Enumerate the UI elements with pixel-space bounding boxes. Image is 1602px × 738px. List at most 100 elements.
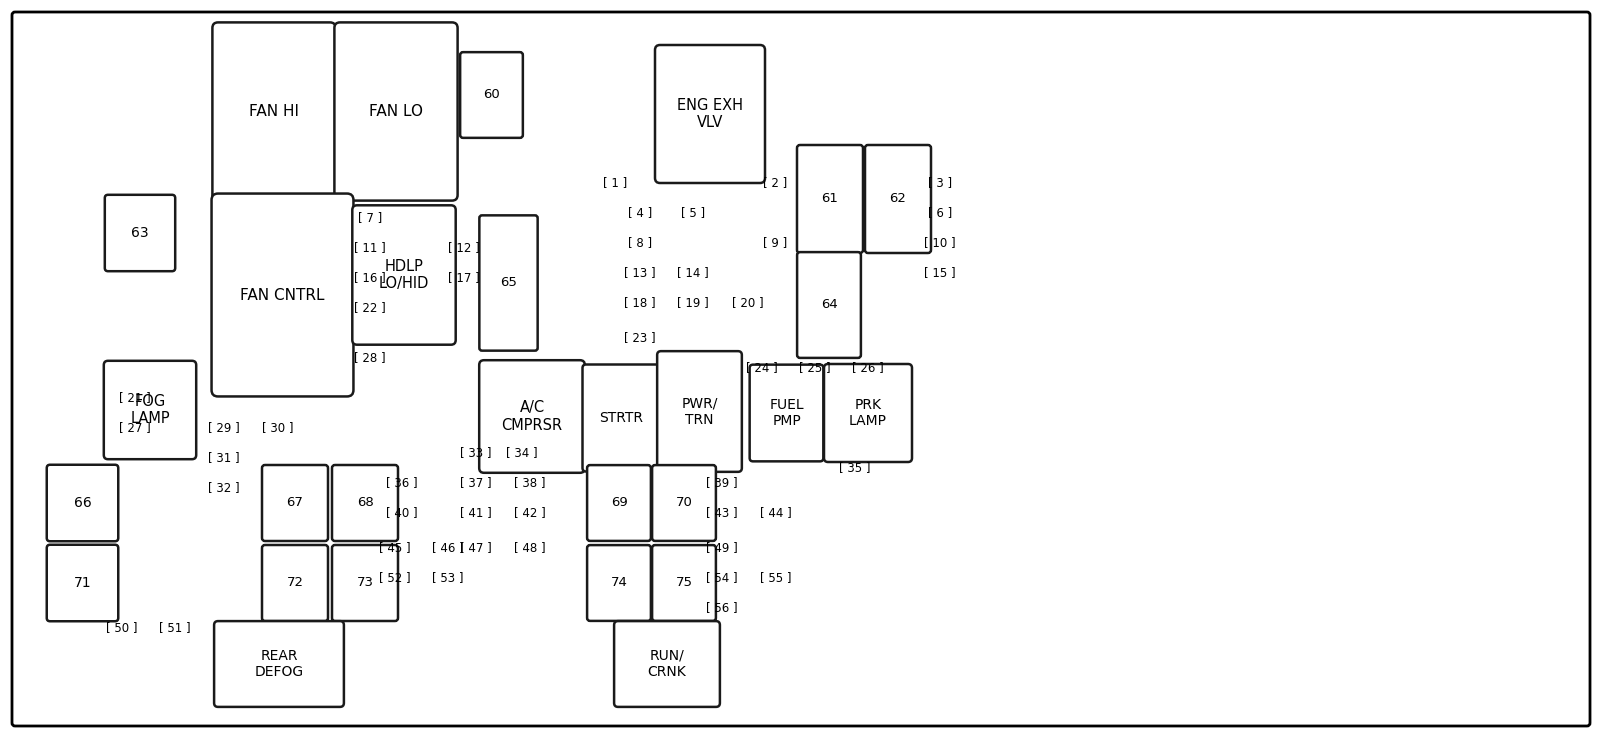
Text: [ 21 ]: [ 21 ] [119, 391, 151, 404]
FancyBboxPatch shape [263, 465, 328, 541]
FancyBboxPatch shape [479, 360, 585, 473]
Text: [ 40 ]: [ 40 ] [386, 506, 418, 520]
Text: [ 47 ]: [ 47 ] [460, 542, 492, 554]
Text: [ 38 ]: [ 38 ] [514, 477, 546, 489]
Text: [ 7 ]: [ 7 ] [357, 212, 383, 224]
Text: [ 36 ]: [ 36 ] [386, 477, 418, 489]
Text: [ 34 ]: [ 34 ] [506, 446, 538, 460]
Text: [ 54 ]: [ 54 ] [706, 571, 739, 584]
Text: [ 25 ]: [ 25 ] [799, 362, 831, 374]
Text: [ 17 ]: [ 17 ] [449, 272, 481, 285]
Text: [ 39 ]: [ 39 ] [706, 477, 739, 489]
Text: [ 16 ]: [ 16 ] [354, 272, 386, 285]
Text: [ 37 ]: [ 37 ] [460, 477, 492, 489]
FancyBboxPatch shape [798, 145, 863, 253]
Text: 69: 69 [610, 497, 628, 509]
Text: 65: 65 [500, 277, 517, 289]
Text: 73: 73 [357, 576, 373, 590]
Text: 72: 72 [287, 576, 303, 590]
Text: 61: 61 [822, 193, 838, 205]
Text: FAN LO: FAN LO [368, 104, 423, 119]
Text: [ 14 ]: [ 14 ] [678, 266, 708, 280]
Text: [ 15 ]: [ 15 ] [924, 266, 956, 280]
Text: [ 20 ]: [ 20 ] [732, 297, 764, 309]
Text: 62: 62 [889, 193, 907, 205]
Text: [ 22 ]: [ 22 ] [354, 302, 386, 314]
FancyBboxPatch shape [614, 621, 719, 707]
Text: PRK
LAMP: PRK LAMP [849, 398, 888, 428]
Text: [ 56 ]: [ 56 ] [706, 601, 739, 615]
Text: [ 35 ]: [ 35 ] [839, 461, 871, 475]
Text: [ 6 ]: [ 6 ] [928, 207, 952, 219]
FancyBboxPatch shape [865, 145, 931, 253]
Text: [ 5 ]: [ 5 ] [681, 207, 705, 219]
Text: [ 9 ]: [ 9 ] [763, 236, 787, 249]
Text: [ 11 ]: [ 11 ] [354, 241, 386, 255]
Text: [ 12 ]: [ 12 ] [449, 241, 481, 255]
Text: [ 19 ]: [ 19 ] [678, 297, 708, 309]
Text: HDLP
LO/HID: HDLP LO/HID [378, 259, 429, 292]
Text: STRTR: STRTR [599, 411, 642, 425]
Text: 70: 70 [676, 497, 692, 509]
FancyBboxPatch shape [211, 193, 354, 396]
Text: [ 31 ]: [ 31 ] [208, 452, 240, 464]
Text: A/C
CMPRSR: A/C CMPRSR [501, 400, 562, 432]
Text: RUN/
CRNK: RUN/ CRNK [647, 649, 686, 679]
FancyBboxPatch shape [215, 621, 344, 707]
Text: 71: 71 [74, 576, 91, 590]
Text: [ 53 ]: [ 53 ] [433, 571, 463, 584]
FancyBboxPatch shape [652, 545, 716, 621]
FancyBboxPatch shape [104, 361, 195, 459]
Text: 75: 75 [676, 576, 692, 590]
Text: [ 49 ]: [ 49 ] [706, 542, 739, 554]
Text: [ 2 ]: [ 2 ] [763, 176, 787, 190]
Text: [ 26 ]: [ 26 ] [852, 362, 884, 374]
Text: 60: 60 [484, 89, 500, 102]
FancyBboxPatch shape [213, 22, 335, 201]
FancyBboxPatch shape [798, 252, 860, 358]
Text: FAN CNTRL: FAN CNTRL [240, 288, 325, 303]
FancyBboxPatch shape [104, 195, 175, 271]
Text: [ 30 ]: [ 30 ] [263, 421, 293, 435]
Text: [ 55 ]: [ 55 ] [761, 571, 791, 584]
Text: FUEL
PMP: FUEL PMP [769, 398, 804, 428]
FancyBboxPatch shape [263, 545, 328, 621]
Text: [ 45 ]: [ 45 ] [380, 542, 410, 554]
Text: [ 52 ]: [ 52 ] [380, 571, 410, 584]
Text: [ 46 ]: [ 46 ] [433, 542, 465, 554]
Text: PWR/
TRN: PWR/ TRN [681, 396, 718, 427]
Text: 63: 63 [131, 226, 149, 240]
Text: ENG EXH
VLV: ENG EXH VLV [678, 98, 743, 130]
FancyBboxPatch shape [655, 45, 766, 183]
Text: [ 8 ]: [ 8 ] [628, 236, 652, 249]
Text: [ 51 ]: [ 51 ] [159, 621, 191, 635]
Text: [ 28 ]: [ 28 ] [354, 351, 386, 365]
FancyBboxPatch shape [335, 22, 458, 201]
Text: [ 32 ]: [ 32 ] [208, 481, 240, 494]
Text: [ 3 ]: [ 3 ] [928, 176, 952, 190]
Text: [ 41 ]: [ 41 ] [460, 506, 492, 520]
Text: [ 18 ]: [ 18 ] [625, 297, 655, 309]
Text: FOG
LAMP: FOG LAMP [130, 394, 170, 427]
FancyBboxPatch shape [583, 365, 660, 472]
Text: [ 50 ]: [ 50 ] [106, 621, 138, 635]
FancyBboxPatch shape [46, 545, 119, 621]
Text: [ 4 ]: [ 4 ] [628, 207, 652, 219]
Text: [ 24 ]: [ 24 ] [747, 362, 779, 374]
Text: [ 29 ]: [ 29 ] [208, 421, 240, 435]
Text: REAR
DEFOG: REAR DEFOG [255, 649, 303, 679]
FancyBboxPatch shape [586, 465, 650, 541]
FancyBboxPatch shape [823, 364, 912, 462]
FancyBboxPatch shape [657, 351, 742, 472]
FancyBboxPatch shape [352, 205, 455, 345]
Text: 68: 68 [357, 497, 373, 509]
FancyBboxPatch shape [332, 545, 397, 621]
FancyBboxPatch shape [11, 12, 1591, 726]
FancyBboxPatch shape [479, 215, 538, 351]
Text: [ 42 ]: [ 42 ] [514, 506, 546, 520]
FancyBboxPatch shape [332, 465, 397, 541]
FancyBboxPatch shape [46, 465, 119, 541]
Text: [ 27 ]: [ 27 ] [119, 421, 151, 435]
Text: 64: 64 [820, 298, 838, 311]
Text: 66: 66 [74, 496, 91, 510]
